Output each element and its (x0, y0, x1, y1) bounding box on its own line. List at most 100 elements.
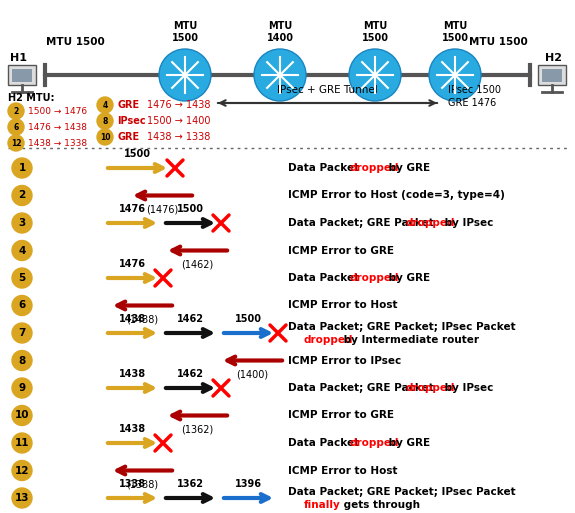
Text: ICMP Error to Host: ICMP Error to Host (288, 465, 397, 476)
Text: IPsec 1500: IPsec 1500 (448, 85, 501, 95)
Text: 1338: 1338 (119, 479, 146, 489)
Text: H1: H1 (10, 53, 27, 63)
Text: 1476: 1476 (119, 259, 146, 269)
Text: 1500: 1500 (124, 149, 151, 159)
Text: 2: 2 (18, 190, 26, 201)
Circle shape (12, 405, 32, 425)
Text: 1438 → 1338: 1438 → 1338 (28, 139, 87, 148)
Text: (1438): (1438) (126, 314, 159, 325)
FancyBboxPatch shape (8, 65, 36, 85)
Circle shape (97, 129, 113, 145)
Text: 1438: 1438 (119, 369, 146, 379)
Circle shape (12, 350, 32, 370)
Circle shape (349, 49, 401, 101)
Text: 2: 2 (13, 107, 18, 115)
Text: (1400): (1400) (236, 369, 269, 380)
FancyBboxPatch shape (542, 69, 562, 82)
Text: 12: 12 (15, 465, 29, 476)
Text: 1438 → 1338: 1438 → 1338 (147, 132, 210, 142)
Circle shape (254, 49, 306, 101)
Text: finally: finally (304, 500, 341, 510)
Text: IPsec: IPsec (117, 116, 145, 126)
Text: 5: 5 (18, 273, 26, 283)
Text: GRE 1476: GRE 1476 (448, 98, 496, 108)
Text: (1338): (1338) (126, 480, 159, 489)
Text: H2: H2 (545, 53, 562, 63)
Text: dropped: dropped (304, 335, 354, 345)
Text: 3: 3 (18, 218, 26, 228)
Text: dropped: dropped (349, 273, 398, 283)
Text: Data Packet; GRE Packet: Data Packet; GRE Packet (288, 383, 434, 393)
Text: 1462: 1462 (177, 314, 204, 324)
Circle shape (12, 186, 32, 206)
Text: dropped: dropped (405, 218, 455, 228)
Text: 10: 10 (15, 410, 29, 421)
Text: 1500 → 1400: 1500 → 1400 (147, 116, 210, 126)
Text: IPsec + GRE Tunnel: IPsec + GRE Tunnel (277, 85, 378, 95)
Circle shape (12, 268, 32, 288)
Text: GRE: GRE (117, 132, 139, 142)
Text: 8: 8 (18, 356, 26, 365)
Text: Data Packet: Data Packet (288, 438, 363, 448)
Text: (1462): (1462) (181, 260, 214, 269)
Circle shape (12, 433, 32, 453)
Text: 1476 → 1438: 1476 → 1438 (28, 123, 87, 131)
Text: ICMP Error to Host: ICMP Error to Host (288, 301, 397, 310)
Text: Data Packet: Data Packet (288, 163, 363, 173)
Text: MTU 1500: MTU 1500 (469, 37, 527, 47)
Text: MTU
1500: MTU 1500 (362, 22, 389, 43)
Circle shape (12, 213, 32, 233)
Text: Data Packet; GRE Packet; IPsec Packet: Data Packet; GRE Packet; IPsec Packet (288, 487, 516, 497)
Circle shape (8, 119, 24, 135)
FancyBboxPatch shape (538, 65, 566, 85)
Circle shape (12, 461, 32, 481)
Circle shape (12, 323, 32, 343)
Text: by GRE: by GRE (385, 438, 430, 448)
Text: 1396: 1396 (235, 479, 262, 489)
Circle shape (12, 488, 32, 508)
Text: ICMP Error to GRE: ICMP Error to GRE (288, 246, 394, 255)
Text: by IPsec: by IPsec (441, 218, 493, 228)
Text: Data Packet; GRE Packet; IPsec Packet: Data Packet; GRE Packet; IPsec Packet (288, 322, 516, 332)
Text: 1438: 1438 (119, 314, 146, 324)
Text: MTU
1400: MTU 1400 (266, 22, 293, 43)
Text: GRE: GRE (117, 100, 139, 110)
Text: 13: 13 (15, 493, 29, 503)
Circle shape (8, 103, 24, 119)
Text: 1476 → 1438: 1476 → 1438 (147, 100, 210, 110)
Circle shape (12, 295, 32, 315)
Text: 12: 12 (11, 139, 21, 148)
Circle shape (97, 113, 113, 129)
Text: Data Packet; GRE Packet: Data Packet; GRE Packet (288, 218, 434, 228)
Text: by Intermediate router: by Intermediate router (340, 335, 479, 345)
Text: ICMP Error to GRE: ICMP Error to GRE (288, 410, 394, 421)
Text: MTU
1500: MTU 1500 (442, 22, 469, 43)
Text: 1476: 1476 (119, 204, 146, 214)
Text: 10: 10 (99, 132, 110, 142)
Text: MTU
1500: MTU 1500 (171, 22, 198, 43)
Circle shape (8, 135, 24, 151)
Text: by IPsec: by IPsec (441, 383, 493, 393)
Text: 9: 9 (18, 383, 25, 393)
Circle shape (429, 49, 481, 101)
Text: (1476): (1476) (147, 205, 179, 214)
Text: 11: 11 (15, 438, 29, 448)
Text: 4: 4 (18, 246, 26, 255)
Text: 1462: 1462 (177, 369, 204, 379)
Text: 1438: 1438 (119, 424, 146, 434)
Circle shape (12, 241, 32, 261)
Circle shape (12, 158, 32, 178)
Text: gets through: gets through (340, 500, 420, 510)
Text: 1: 1 (18, 163, 26, 173)
Text: by GRE: by GRE (385, 163, 430, 173)
Text: 1362: 1362 (177, 479, 204, 489)
Text: by GRE: by GRE (385, 273, 430, 283)
Circle shape (159, 49, 211, 101)
FancyBboxPatch shape (12, 69, 32, 82)
Circle shape (12, 378, 32, 398)
Text: ICMP Error to IPsec: ICMP Error to IPsec (288, 356, 401, 365)
Text: 1500 → 1476: 1500 → 1476 (28, 107, 87, 115)
Text: 4: 4 (102, 101, 108, 109)
Circle shape (97, 97, 113, 113)
Text: dropped: dropped (349, 438, 398, 448)
